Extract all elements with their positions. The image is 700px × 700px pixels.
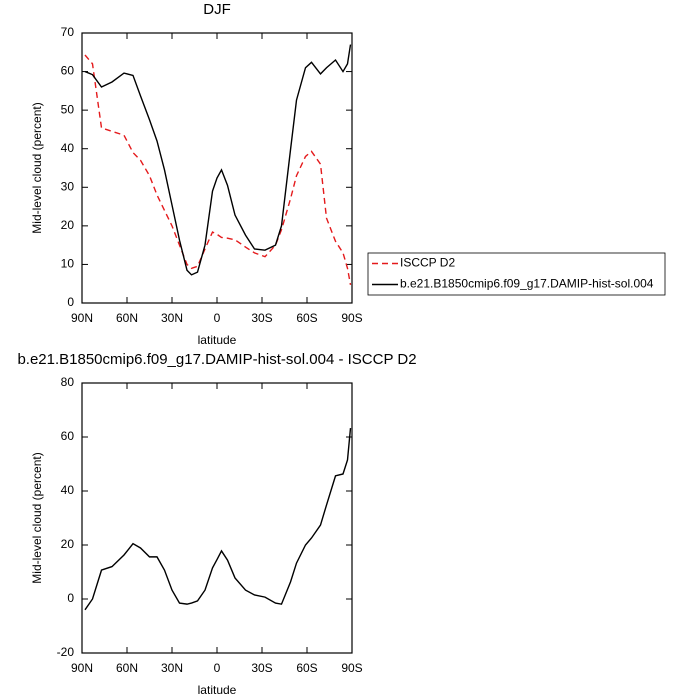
data-line	[84, 54, 352, 285]
x-tick-label: 60N	[116, 661, 138, 675]
chart-title: b.e21.B1850cmip6.f09_g17.DAMIP-hist-sol.…	[17, 351, 416, 368]
x-axis-label: latitude	[198, 333, 237, 347]
x-tick-label: 60N	[116, 311, 138, 325]
y-axis-label: Mid-level cloud (percent)	[30, 102, 44, 233]
y-tick-label: 40	[61, 141, 75, 155]
x-tick-label: 30N	[161, 661, 183, 675]
plot-frame	[81, 382, 353, 654]
y-axis-label: Mid-level cloud (percent)	[30, 452, 44, 583]
data-line	[84, 428, 352, 611]
x-tick-label: 90N	[71, 661, 93, 675]
x-tick-label: 30S	[251, 661, 272, 675]
y-tick-label: -20	[57, 645, 75, 659]
y-tick-label: 0	[67, 591, 74, 605]
chart-title: DJF	[203, 1, 231, 18]
legend-box	[367, 252, 666, 296]
x-tick-label: 30S	[251, 311, 272, 325]
x-tick-label: 90S	[341, 661, 362, 675]
y-tick-label: 80	[61, 375, 75, 389]
x-axis-label: latitude	[198, 683, 237, 697]
y-tick-label: 60	[61, 64, 75, 78]
legend-label: ISCCP D2	[400, 256, 455, 270]
y-tick-label: 70	[61, 25, 75, 39]
y-tick-label: 30	[61, 179, 75, 193]
y-tick-label: 10	[61, 257, 75, 271]
y-tick-label: 20	[61, 218, 75, 232]
x-tick-label: 0	[214, 311, 221, 325]
x-tick-label: 90S	[341, 311, 362, 325]
x-tick-label: 60S	[296, 661, 317, 675]
x-tick-label: 30N	[161, 311, 183, 325]
x-tick-label: 90N	[71, 311, 93, 325]
y-tick-label: 40	[61, 483, 75, 497]
y-tick-label: 50	[61, 102, 75, 116]
x-tick-label: 60S	[296, 311, 317, 325]
y-tick-label: 0	[67, 295, 74, 309]
legend-label: b.e21.B1850cmip6.f09_g17.DAMIP-hist-sol.…	[400, 277, 654, 291]
data-line	[84, 44, 352, 276]
y-tick-label: 20	[61, 537, 75, 551]
y-tick-label: 60	[61, 429, 75, 443]
plot-frame	[81, 32, 353, 304]
x-tick-label: 0	[214, 661, 221, 675]
